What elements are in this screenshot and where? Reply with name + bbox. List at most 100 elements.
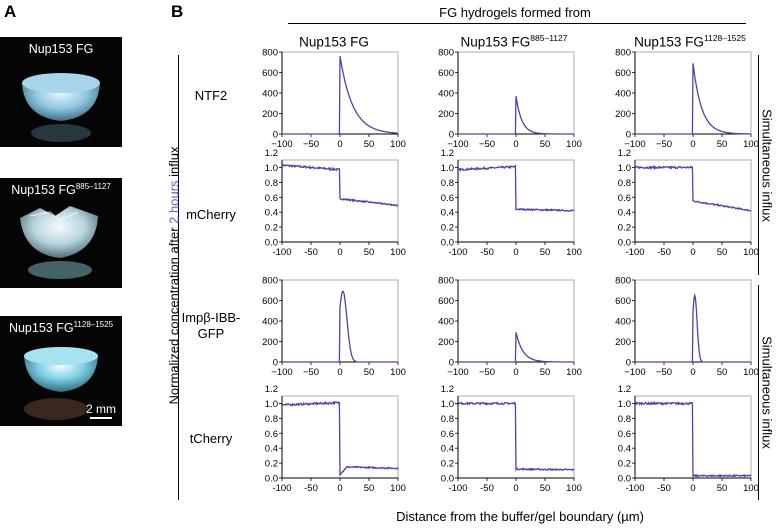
panel-2-2-xtick-label: -100 [448,247,467,258]
panel-3-1-ytick-label: 0 [273,358,278,369]
panel-1-3-ytick-label: 200 [615,109,631,120]
panel-4-2-ytick-label: 0.6 [441,429,454,440]
panel-4-1-ytick-label: 0.4 [265,444,278,455]
figure-header: FG hydrogels formed from [439,5,591,20]
y-axis-bracket [178,55,179,500]
panel-2-2-ytick-label: 0.0 [441,238,454,249]
panel-4-2-series-line [458,401,575,472]
right-bracket-top [758,55,759,275]
panel-4-1-xtick-label: -100 [272,483,291,494]
panel-2-1-ytick-label: 0.4 [265,208,278,219]
panel-2-3-xtick-label: 100 [743,247,759,258]
panel-1-2-ytick-label: 600 [438,68,454,79]
panel-b-letter: B [171,2,184,21]
panel-4-2-ytick-label: 0.2 [441,459,454,470]
panel-4-1-ytick-label: 1.0 [265,399,278,410]
panel-3-1-xtick-label: 50 [364,367,375,378]
panel-1-1-xtick-label: −100 [271,139,292,150]
panel-2-1-ytick-label: 0.2 [265,223,278,234]
panel-4-3-ytick-label: 1.0 [618,399,631,410]
panel-4-1-xtick-label: 100 [390,483,406,494]
header-divider [288,23,746,24]
panel-4-2-ytick-label: 1.2 [441,384,454,395]
panel-4-1-ytick-label: 0.0 [265,474,278,485]
panel-4-2-xtick-label: 0 [513,483,518,494]
x-axis-label: Distance from the buffer/gel boundary (µ… [396,509,644,524]
panel-3-1-series-line [282,290,398,363]
panel-3-1-ytick-label: 200 [262,337,278,348]
panel-2-1-xtick-label: -50 [304,247,318,258]
panel-1-1-xtick-label: 100 [390,139,406,150]
panel-2-3-xtick-label: -50 [657,247,671,258]
panel-4-2-xtick-label: 100 [566,483,582,494]
row-label-ntf2: NTF2 [194,88,228,103]
panel-4-1-ytick-label: 0.6 [265,429,278,440]
panel-1-1-ytick-label: 600 [262,68,278,79]
panel-4-2-xtick-label: 50 [540,483,551,494]
panel-1-1-xtick-label: 50 [364,139,375,150]
panel-2-1-xtick-label: 0 [337,247,342,258]
panel-1-1-ytick-label: 400 [262,89,278,100]
panel-2-3-ytick-label: 0.6 [618,193,631,204]
panel-2-2-xtick-label: 0 [513,247,518,258]
panel-1-1-ytick-label: 800 [262,48,278,59]
panel-a-letter: A [4,2,17,21]
panel-2-2-ytick-label: 1.0 [441,163,454,174]
panel-3-1-xtick-label: 0 [337,367,342,378]
panel-2-1-ytick-label: 0.8 [265,178,278,189]
panel-3-2-ytick-label: 200 [438,337,454,348]
panel-2-3-xtick-label: -100 [625,247,644,258]
scale-bar-label: 2 mm [86,402,116,416]
hydrogel-image-2 [20,206,98,279]
panel-2-3-ytick-label: 0.2 [618,223,631,234]
panel-3-2-xtick-label: −50 [479,367,495,378]
panel-1-1-ytick-label: 200 [262,109,278,120]
panel-4-3-ytick-label: 1.2 [618,384,631,395]
hydrogel-image-1 [22,73,100,142]
panel-1-2-xtick-label: −100 [447,139,468,150]
panel-4-3-ytick-label: 0.2 [618,459,631,470]
panel-1-2-ytick-label: 200 [438,109,454,120]
panel-3-3-xtick-label: −50 [656,367,672,378]
panel-2-3-ytick-label: 0.4 [618,208,631,219]
panel-3-1-xtick-label: 100 [390,367,406,378]
panel-2-2-ytick-label: 0.8 [441,178,454,189]
panel-1-3-series-line [635,63,751,135]
panel-1-3-ytick-label: 400 [615,89,631,100]
panel-4-2-ytick-label: 1.0 [441,399,454,410]
panel-4-1-ytick-label: 0.8 [265,414,278,425]
hydrogel-photo-3: Nup153 FG1128–1525 2 mm [0,316,122,426]
panel-3-3-xtick-label: 100 [743,367,759,378]
panel-3-2-xtick-label: 0 [513,367,518,378]
panel-3-1-xtick-label: −100 [271,367,292,378]
panel-1-2-series-line [458,95,574,135]
panel-3-1-ytick-label: 600 [262,296,278,307]
panel-1-2-xtick-label: 50 [540,139,551,150]
panel-3-2-ytick-label: 400 [438,317,454,328]
hydrogel-image-3 [24,347,98,420]
panel-4-1-xtick-label: -50 [304,483,318,494]
panel-3-3-series-line [635,292,751,363]
panel-2-1-xtick-label: 100 [390,247,406,258]
panel-3-1-ytick-label: 400 [262,317,278,328]
scale-bar [90,417,112,419]
panel-4-1-xtick-label: 0 [337,483,342,494]
panel-1-3-ytick-label: 0 [626,130,631,141]
panel-4-2-xtick-label: -100 [448,483,467,494]
panel-4-3-xtick-label: 0 [690,483,695,494]
panel-4-3-ytick-label: 0.8 [618,414,631,425]
panel-2-3-series-line [634,164,752,212]
panel-4-1-xtick-label: 50 [364,483,375,494]
panel-2-1-ytick-label: 0.0 [265,238,278,249]
panel-3-2-ytick-label: 600 [438,296,454,307]
panel-3-2-xtick-label: 100 [566,367,582,378]
panel-1-3-xtick-label: −100 [624,139,645,150]
panel-4-1-ytick-label: 1.2 [265,384,278,395]
panel-1-2-ytick-label: 800 [438,48,454,59]
panel-4-1-series-line [281,400,399,477]
panel-4-3-ytick-label: 0.0 [618,474,631,485]
panel-3-2-xtick-label: −100 [447,367,468,378]
panel-3-3-ytick-label: 0 [626,358,631,369]
panel-1-2-xtick-label: 0 [513,139,518,150]
panel-1-1-ytick-label: 0 [273,130,278,141]
